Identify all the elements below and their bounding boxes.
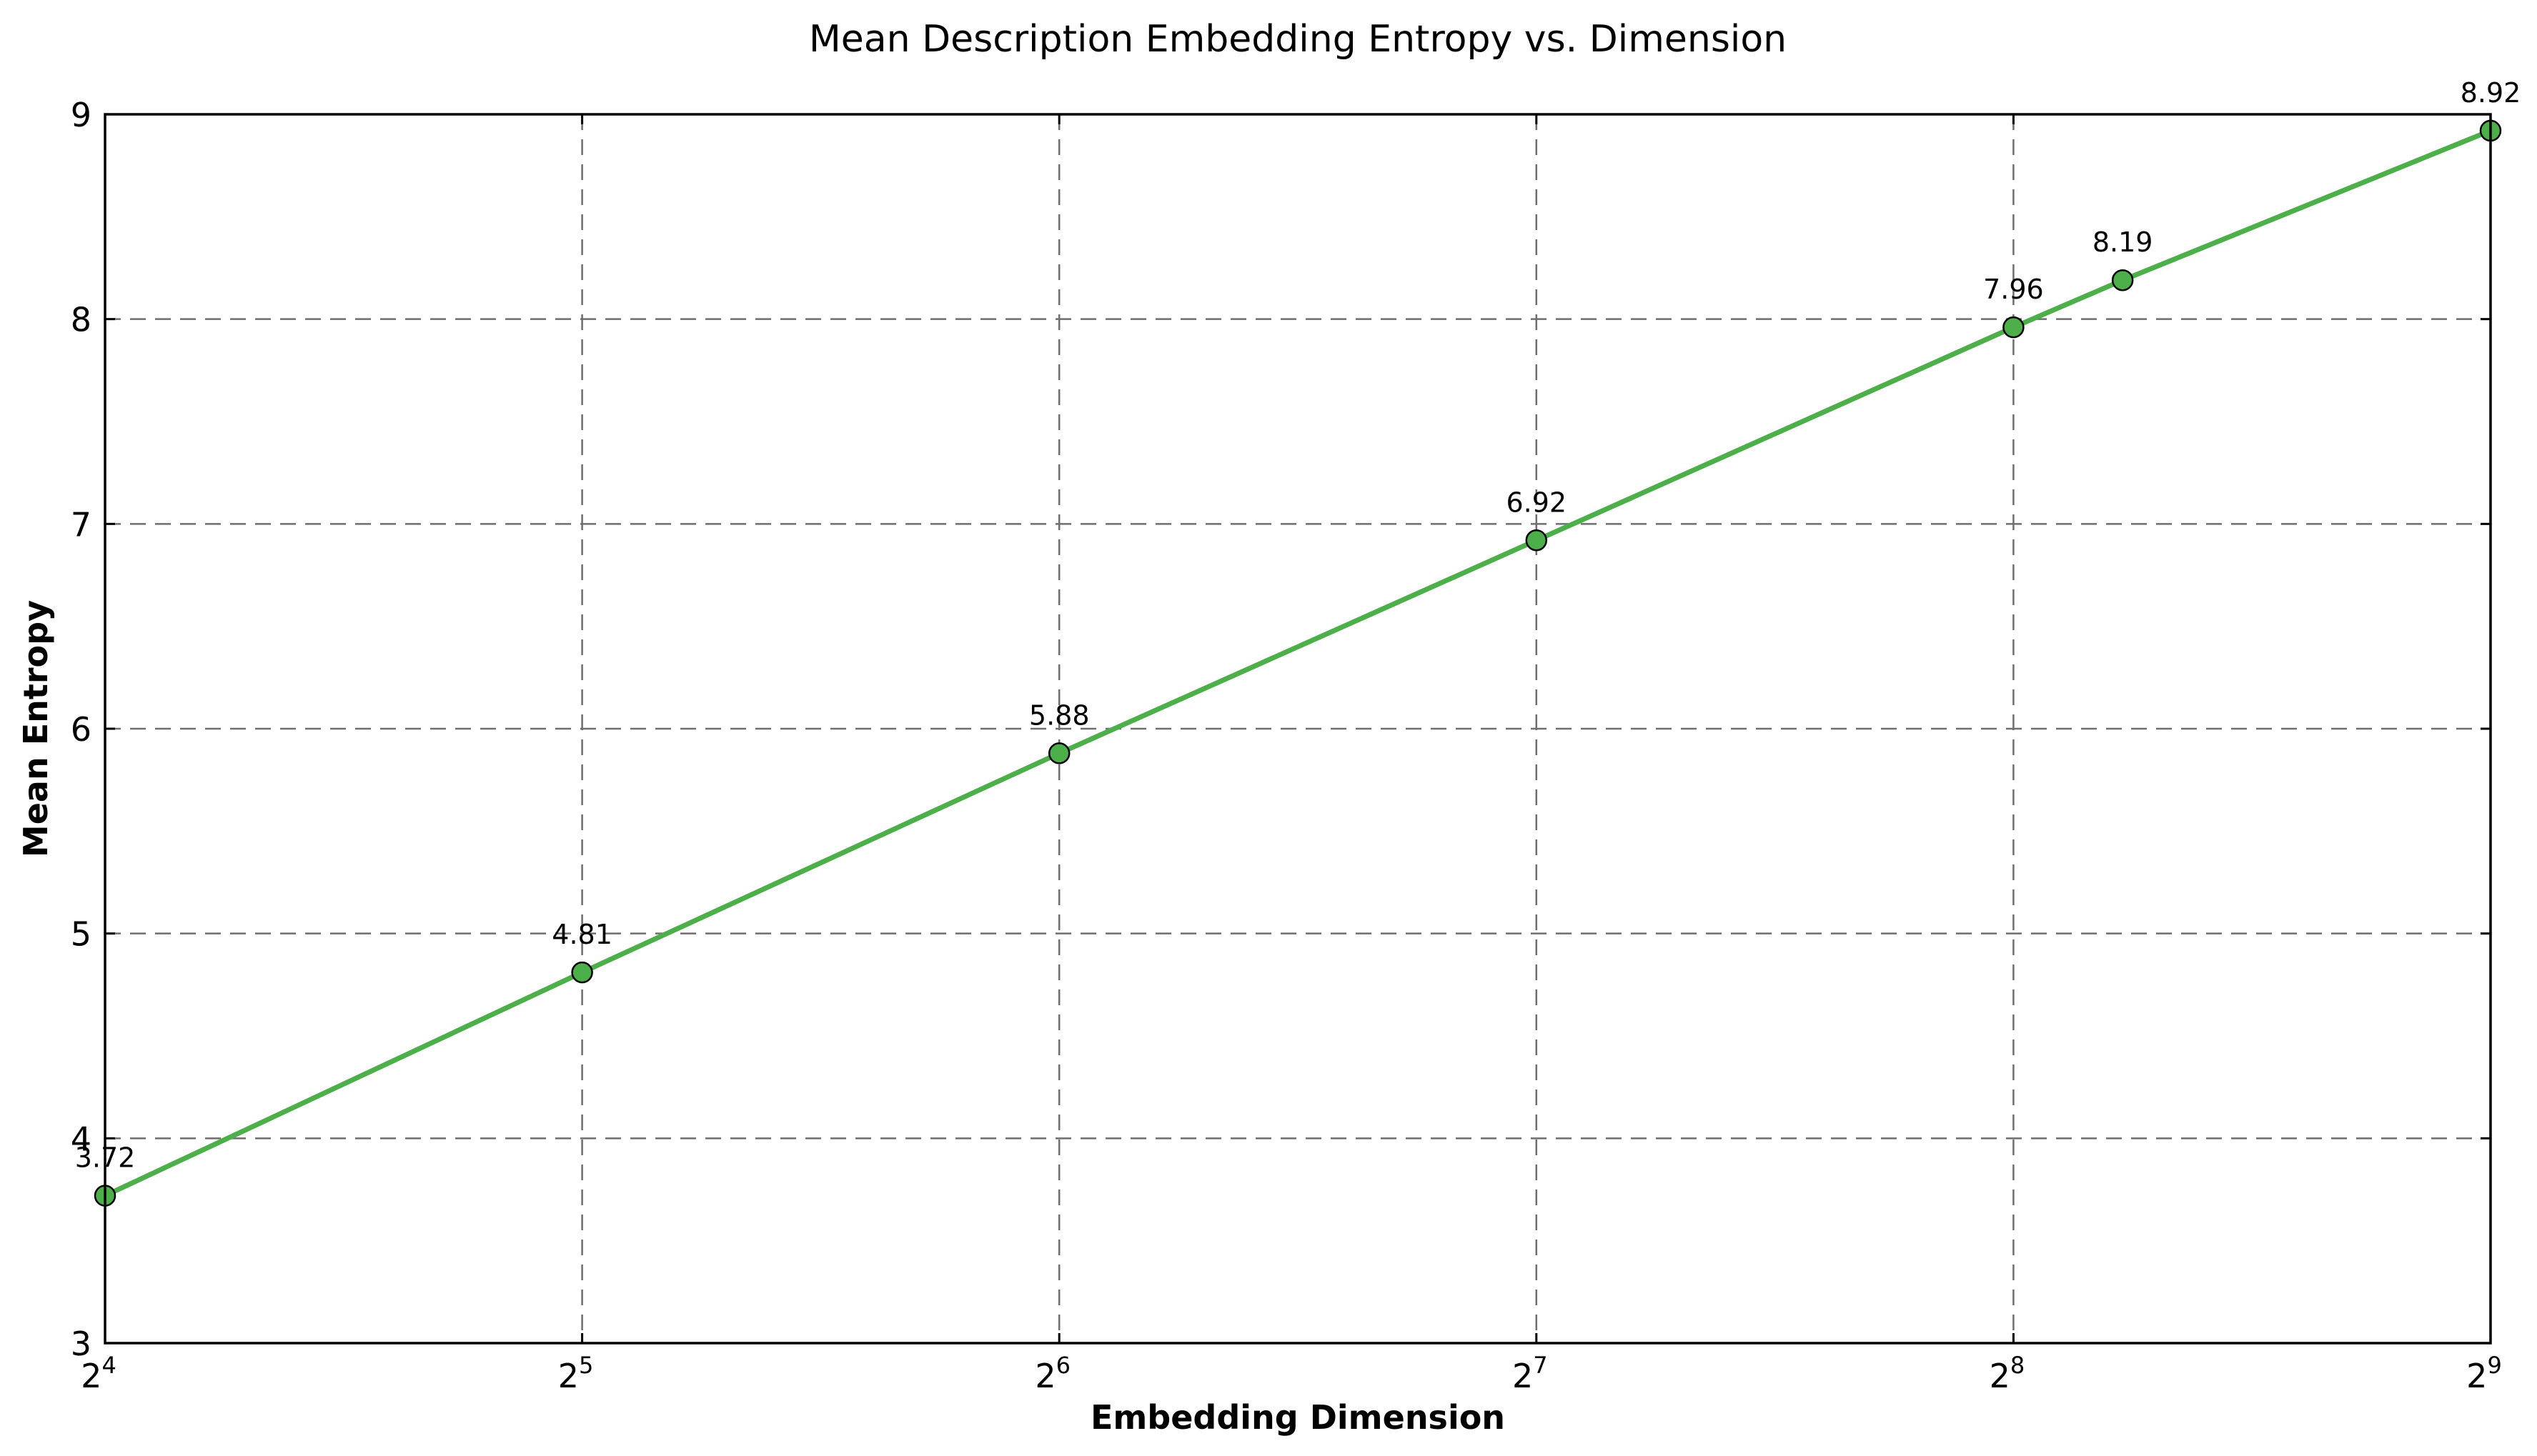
data-point (1048, 742, 1071, 764)
data-label: 5.88 (1029, 699, 1090, 731)
data-label: 6.92 (1506, 487, 1567, 518)
x-axis-label: Embedding Dimension (1091, 1398, 1505, 1437)
y-tick-label: 3 (71, 1325, 91, 1363)
y-tick-label: 7 (71, 505, 91, 544)
data-label: 7.96 (1983, 274, 2044, 305)
x-tick-exponent: 7 (1533, 1352, 1547, 1379)
y-axis-label: Mean Entropy (16, 600, 55, 857)
x-tick-exponent: 5 (579, 1352, 593, 1379)
x-axis: 24 25 26 27 28 29 (81, 114, 2502, 1395)
chart-title: Mean Description Embedding Entropy vs. D… (809, 18, 1787, 61)
data-label: 4.81 (552, 919, 612, 950)
y-tick-label: 8 (71, 301, 91, 339)
data-point (2002, 316, 2025, 339)
y-tick-label: 5 (71, 915, 91, 954)
x-tick-exponent: 6 (1056, 1352, 1071, 1379)
data-label: 8.19 (2092, 226, 2153, 258)
data-label: 8.92 (2461, 77, 2521, 109)
data-point (1525, 529, 1548, 552)
x-tick-exponent: 8 (2010, 1352, 2025, 1379)
data-point (2111, 269, 2134, 291)
y-tick-label: 6 (71, 710, 91, 749)
y-tick-label: 4 (71, 1120, 91, 1158)
x-tick-exponent: 9 (2487, 1352, 2501, 1379)
y-tick-label: 9 (71, 96, 91, 134)
y-axis: 3 4 5 6 7 8 9 (71, 96, 2491, 1363)
data-point (571, 961, 593, 984)
x-tick-exponent: 4 (101, 1352, 116, 1379)
